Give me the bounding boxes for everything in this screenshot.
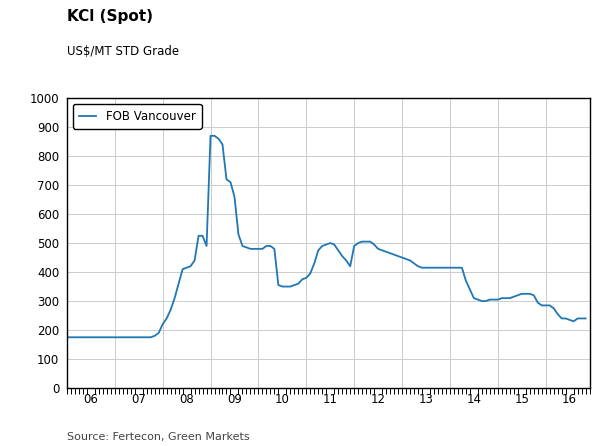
FOB Vancouver <box>390 252 398 257</box>
Text: Source: Fertecon, Green Markets: Source: Fertecon, Green Markets <box>67 432 249 442</box>
Legend: FOB Vancouver: FOB Vancouver <box>73 104 202 129</box>
Line: FOB Vancouver: FOB Vancouver <box>67 136 586 337</box>
FOB Vancouver <box>83 334 91 340</box>
FOB Vancouver <box>63 334 71 340</box>
Text: KCl (Spot): KCl (Spot) <box>67 9 153 24</box>
FOB Vancouver <box>155 330 162 335</box>
FOB Vancouver <box>362 239 370 244</box>
Text: US$/MT STD Grade: US$/MT STD Grade <box>67 45 179 58</box>
FOB Vancouver <box>451 265 458 270</box>
FOB Vancouver <box>470 296 477 301</box>
FOB Vancouver <box>582 316 589 321</box>
FOB Vancouver <box>207 133 214 138</box>
